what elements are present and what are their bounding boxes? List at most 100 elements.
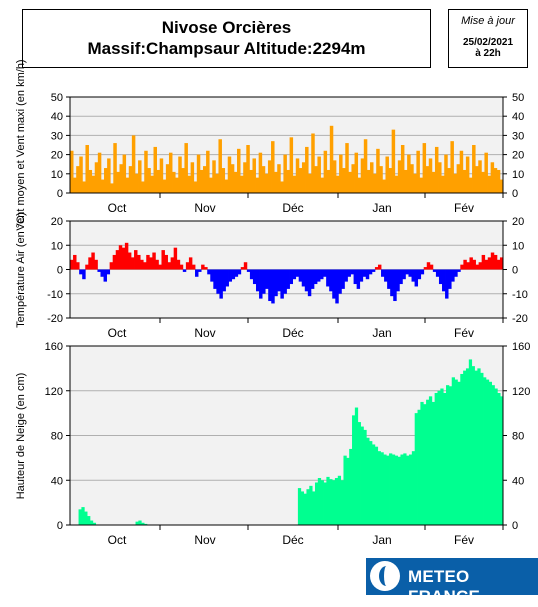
- temperature-bar: [191, 264, 196, 270]
- snow-bar: [87, 516, 91, 525]
- wind-bar: [116, 171, 120, 193]
- snow-bar: [391, 454, 396, 525]
- wind-bar: [193, 181, 198, 193]
- temperature-bar: [423, 267, 428, 270]
- update-time: à 22h: [475, 48, 501, 59]
- temperature-bar: [475, 264, 480, 270]
- temperature-bar: [161, 250, 165, 270]
- temperature-bar: [252, 269, 257, 285]
- temperature-bar: [118, 245, 123, 270]
- temperature-month-label: Fév: [454, 326, 474, 340]
- wind-bar: [233, 171, 238, 193]
- snow-bar: [89, 520, 94, 525]
- snow-bar: [474, 370, 478, 525]
- wind-bar: [134, 173, 139, 193]
- snow-bar: [440, 388, 444, 525]
- wind-bar: [153, 146, 157, 193]
- temperature-bar: [210, 269, 214, 282]
- wind-bar: [348, 171, 352, 193]
- wind-bar: [459, 150, 464, 193]
- snow-bar: [383, 454, 387, 525]
- snow-bar: [428, 396, 433, 525]
- temperature-bar: [454, 269, 458, 277]
- wind-bar: [404, 169, 408, 193]
- snow-bar: [360, 426, 364, 525]
- snow-month-label: Fév: [454, 533, 474, 547]
- temperature-bar: [371, 269, 376, 272]
- temperature-bar: [152, 252, 156, 270]
- temperature-bar: [313, 269, 318, 285]
- wind-bar: [218, 139, 222, 193]
- snow-ytick-label-left: 0: [57, 520, 63, 532]
- snow-bar: [480, 372, 484, 525]
- snow-bar: [334, 478, 339, 525]
- snow-bar: [352, 415, 356, 525]
- temperature-bar: [448, 269, 452, 289]
- snow-bar: [306, 489, 310, 525]
- meteo-france-logo: METEO FRANCE: [366, 558, 538, 606]
- wind-bar: [283, 154, 287, 193]
- wind-bar: [357, 177, 362, 193]
- wind-bar: [184, 143, 188, 193]
- wind-bar: [366, 169, 371, 193]
- temperature-bar: [347, 269, 351, 277]
- wind-bar: [70, 150, 74, 193]
- wind-bar: [147, 168, 151, 193]
- temperature-bar: [164, 254, 168, 270]
- snow-bar: [465, 368, 470, 525]
- temperature-bar: [332, 269, 336, 299]
- temperature-ytick-label-right: -10: [512, 289, 528, 301]
- wind-bar: [481, 171, 485, 193]
- temperature-ytick-label-left: 0: [57, 265, 63, 277]
- wind-bar: [246, 145, 250, 193]
- temperature-bar: [216, 269, 220, 294]
- snow-month-label: Nov: [194, 533, 215, 547]
- snow-bar: [354, 407, 359, 525]
- wind-bar: [212, 160, 216, 193]
- wind-bar: [354, 152, 359, 193]
- temperature-bar: [457, 269, 461, 272]
- temperature-ytick-label-left: 20: [51, 216, 63, 228]
- temperature-bar: [262, 269, 266, 294]
- snow-bar: [434, 392, 438, 525]
- snow-bar: [497, 392, 501, 525]
- wind-bar: [301, 162, 306, 193]
- temperature-bar: [381, 269, 385, 277]
- snow-bar: [411, 451, 416, 525]
- temperature-bar: [70, 259, 74, 270]
- wind-ytick-label-left: 10: [51, 169, 63, 181]
- temperature-bar: [283, 269, 287, 294]
- snow-bar: [340, 480, 344, 525]
- wind-bar: [298, 168, 303, 193]
- temperature-bar: [445, 269, 449, 299]
- snow-bar: [494, 388, 498, 525]
- temperature-bar: [246, 269, 251, 272]
- temperature-bar: [326, 269, 330, 287]
- temperature-bar: [384, 269, 388, 282]
- temperature-month-label: Nov: [194, 326, 215, 340]
- snow-bar: [443, 392, 447, 525]
- temperature-bar: [134, 250, 138, 270]
- wind-month-label: Nov: [194, 201, 215, 215]
- snow-bar: [417, 409, 421, 525]
- logo-icon: [370, 561, 400, 591]
- snow-ylabel: Hauteur de Neige (en cm): [15, 373, 27, 500]
- wind-bar: [360, 158, 365, 193]
- temperature-ytick-label-right: 0: [512, 265, 518, 277]
- update-box: Mise à jour 25/02/2021 à 22h: [448, 9, 528, 68]
- wind-bar: [450, 141, 454, 193]
- temperature-bar: [353, 269, 358, 285]
- wind-ytick-label-right: 10: [512, 169, 524, 181]
- snow-bar: [371, 444, 376, 525]
- wind-bar: [410, 164, 414, 193]
- temperature-bar: [219, 269, 223, 299]
- temperature-bar: [130, 257, 135, 270]
- snow-bar: [448, 386, 453, 525]
- temperature-bar: [487, 257, 492, 270]
- snow-month-label: Jan: [372, 533, 391, 547]
- temperature-bar: [231, 269, 236, 280]
- wind-bar: [85, 145, 89, 193]
- wind-bar: [209, 177, 213, 193]
- wind-bar: [237, 148, 241, 193]
- temperature-bar: [115, 250, 120, 270]
